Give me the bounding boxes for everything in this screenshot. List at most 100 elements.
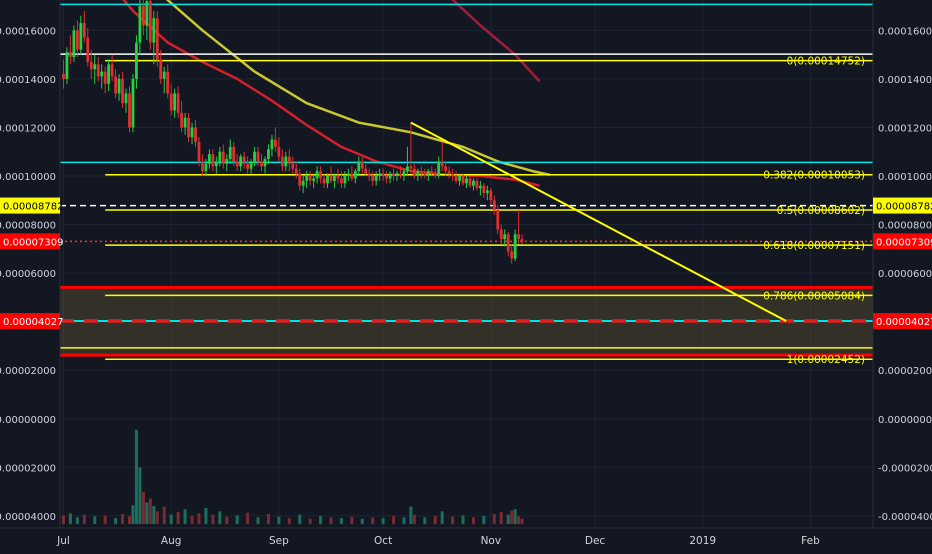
candle-body	[148, 1, 152, 43]
moving-average-line	[451, 0, 541, 83]
candle-body	[62, 74, 65, 79]
candle-body	[482, 185, 486, 193]
y-tick-label-right: -0.00004000	[878, 512, 932, 523]
candle-body	[159, 59, 163, 79]
volume-bar	[103, 515, 107, 525]
candle-body	[312, 178, 316, 181]
candle-body	[110, 64, 114, 77]
volume-bar	[148, 498, 152, 525]
candle-body	[381, 173, 385, 176]
candle-body	[100, 71, 104, 77]
candle-body	[263, 159, 267, 167]
candle-body	[141, 6, 145, 26]
candle-body	[409, 166, 413, 169]
candle-body	[499, 229, 503, 240]
candle-body	[301, 180, 305, 186]
candle-body	[454, 176, 458, 181]
volume-bar	[308, 518, 312, 525]
candle-body	[166, 71, 170, 94]
volume-bar	[93, 516, 97, 525]
candle-body	[364, 168, 368, 174]
price-badge-right	[873, 312, 932, 329]
volume-bar	[371, 517, 375, 525]
candle-body	[256, 151, 260, 162]
candle-body	[458, 176, 461, 181]
candle-body	[294, 168, 298, 174]
candle-body	[180, 112, 184, 128]
candle-body	[145, 1, 149, 26]
volume-bar	[162, 506, 166, 525]
candle-body	[280, 156, 284, 167]
candle-body	[121, 78, 124, 104]
price-badge-label-left: 0.00007309	[3, 237, 63, 248]
candle-body	[152, 18, 156, 43]
y-tick-label-right: 0.00008000	[878, 221, 932, 232]
volume-bar	[433, 516, 437, 525]
y-tick-label-right: 0.00014000	[878, 75, 932, 86]
candle-body	[69, 52, 72, 58]
x-tick-label: Jul	[56, 535, 70, 547]
volume-bar	[138, 467, 142, 525]
price-badge-left	[0, 197, 60, 214]
volume-bar	[225, 516, 229, 525]
candle-body	[274, 139, 277, 147]
y-tick-label-left: 0.00014000	[0, 75, 56, 86]
candle-body	[437, 161, 441, 176]
trendline	[410, 121, 787, 322]
volume-bar	[319, 516, 323, 525]
y-tick-label-left: 0.00000000	[0, 415, 56, 426]
candle-body	[520, 239, 524, 242]
candle-body	[86, 37, 90, 62]
candle-body	[357, 161, 361, 172]
candle-body	[478, 185, 482, 189]
candle-body	[329, 176, 333, 181]
candle-body	[253, 151, 256, 162]
candle-body	[461, 176, 465, 184]
volume-bar	[82, 514, 86, 525]
volume-bar	[68, 513, 72, 525]
candle-body	[169, 93, 173, 111]
candle-body	[214, 161, 218, 167]
moving-average-line	[122, 0, 540, 187]
volume-bar	[298, 514, 302, 525]
y-tick-label-left: 0.00012000	[0, 123, 56, 134]
candle-body	[183, 117, 187, 128]
y-tick-label-left: 0.00010000	[0, 172, 56, 183]
volume-bar	[235, 515, 239, 525]
candle-body	[426, 171, 430, 176]
volume-bar	[461, 515, 465, 525]
candle-body	[385, 176, 388, 179]
x-tick-label: Aug	[161, 535, 182, 547]
candle-body	[218, 151, 222, 162]
candle-body	[246, 163, 250, 169]
candle-body	[475, 180, 479, 189]
candle-body	[82, 23, 86, 38]
candle-body	[138, 6, 142, 43]
x-tick-label: Dec	[585, 535, 606, 547]
volume-bar	[114, 518, 118, 525]
candle-body	[506, 234, 510, 252]
fibonacci-level-label: 0(0.00014752)	[787, 56, 865, 68]
y-tick-label-left: 0.00006000	[0, 269, 56, 280]
fibonacci-level-label: 0.618(0.00007151)	[763, 240, 865, 252]
volume-bar	[218, 511, 222, 525]
candle-body	[155, 18, 159, 60]
volume-bar	[412, 514, 416, 525]
volume-bar	[211, 514, 215, 525]
volume-bar	[127, 516, 131, 525]
candle-body	[117, 78, 121, 94]
candle-body	[124, 93, 128, 104]
candle-body	[291, 163, 295, 169]
candle-body	[194, 127, 197, 143]
y-tick-label-left: -0.00004000	[0, 512, 56, 523]
volume-bar	[145, 502, 149, 525]
volume-bar	[266, 514, 270, 525]
candle-body	[510, 251, 514, 259]
candle-body	[333, 176, 336, 181]
candle-body	[96, 64, 100, 77]
price-badge-right	[873, 197, 932, 214]
candle-body	[187, 117, 190, 138]
candle-body	[399, 173, 402, 176]
